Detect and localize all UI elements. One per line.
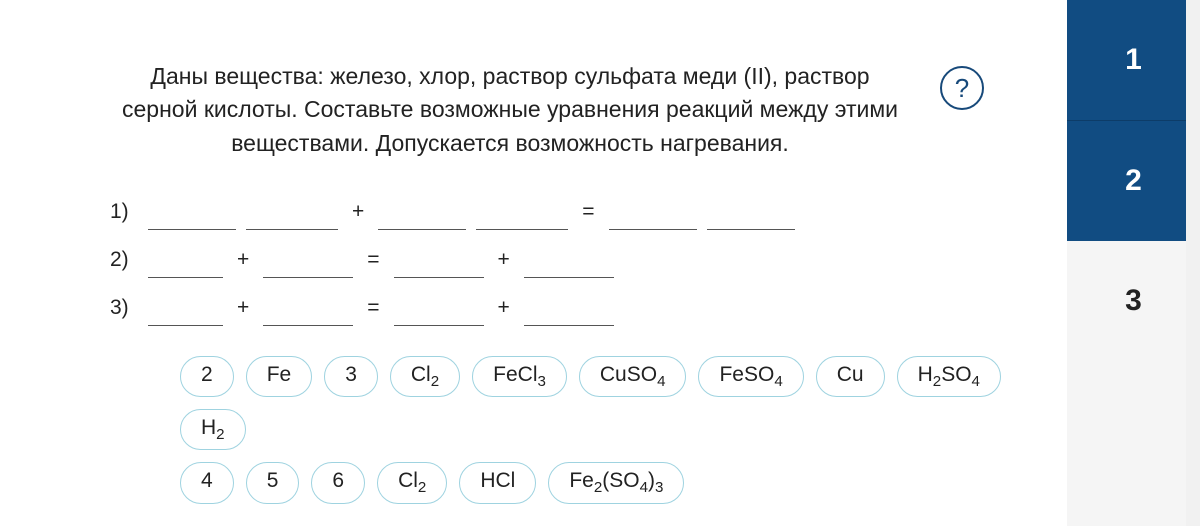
equation-label: 1) bbox=[110, 200, 138, 230]
page-root: Даны вещества: железо, хлор, раствор сул… bbox=[0, 0, 1200, 526]
nav-step-label: 3 bbox=[1125, 284, 1142, 318]
nav-step-label: 2 bbox=[1125, 164, 1142, 198]
token-row: 456 Cl2 HCl Fe2(SO4)3 bbox=[180, 462, 1027, 503]
plus-operator: + bbox=[348, 200, 368, 230]
equation-row: 2) + = + bbox=[110, 248, 1027, 278]
drop-slot[interactable] bbox=[378, 200, 466, 230]
help-button[interactable]: ? bbox=[940, 66, 984, 110]
token-chip[interactable]: FeCl3 bbox=[472, 356, 567, 397]
token-chip[interactable]: FeSO4 bbox=[698, 356, 803, 397]
equation-row: 3) + = + bbox=[110, 296, 1027, 326]
token-chip[interactable]: Cl2 bbox=[390, 356, 460, 397]
drop-slot[interactable] bbox=[524, 296, 614, 326]
plus-operator: + bbox=[494, 248, 514, 278]
equations-area: 1) + = 2) + = +3) + = + bbox=[110, 200, 1027, 326]
token-chip[interactable]: H2 bbox=[180, 409, 246, 450]
equation-label: 2) bbox=[110, 248, 138, 278]
equation-row: 1) + = bbox=[110, 200, 1027, 230]
token-chip[interactable]: 3 bbox=[324, 356, 378, 397]
token-chip[interactable]: Cl2 bbox=[377, 462, 447, 503]
token-chip[interactable]: 4 bbox=[180, 462, 234, 503]
equals-operator: = bbox=[578, 200, 598, 230]
drop-slot[interactable] bbox=[263, 248, 353, 278]
token-chip[interactable]: CuSO4 bbox=[579, 356, 687, 397]
token-chip[interactable]: Fe2(SO4)3 bbox=[548, 462, 684, 503]
drop-slot[interactable] bbox=[707, 200, 795, 230]
token-chip[interactable]: HCl bbox=[459, 462, 536, 503]
nav-step-2[interactable]: 2 bbox=[1067, 121, 1200, 241]
token-chip[interactable]: H2SO4 bbox=[897, 356, 1001, 397]
equation-label: 3) bbox=[110, 296, 138, 326]
drop-slot[interactable] bbox=[148, 200, 236, 230]
token-chip[interactable]: 2 bbox=[180, 356, 234, 397]
token-chip[interactable]: Cu bbox=[816, 356, 885, 397]
token-chip[interactable]: Fe bbox=[246, 356, 313, 397]
drop-slot[interactable] bbox=[394, 248, 484, 278]
plus-operator: + bbox=[233, 296, 253, 326]
nav-step-label: 1 bbox=[1125, 43, 1142, 77]
question-prompt: Даны вещества: железо, хлор, раствор сул… bbox=[110, 60, 910, 160]
token-row: 2 Fe 3 Cl2 FeCl3 CuSO4 FeSO4 Cu H2SO4 H2 bbox=[180, 356, 1027, 450]
drop-slot[interactable] bbox=[394, 296, 484, 326]
question-nav-sidebar: 1 2 3 bbox=[1067, 0, 1200, 526]
drop-slot[interactable] bbox=[476, 200, 568, 230]
prompt-row: Даны вещества: железо, хлор, раствор сул… bbox=[110, 60, 1027, 160]
drop-slot[interactable] bbox=[246, 200, 338, 230]
scrollbar-track[interactable] bbox=[1186, 0, 1200, 526]
token-chip[interactable]: 5 bbox=[246, 462, 300, 503]
plus-operator: + bbox=[233, 248, 253, 278]
equals-operator: = bbox=[363, 296, 383, 326]
drop-slot[interactable] bbox=[524, 248, 614, 278]
drop-slot[interactable] bbox=[263, 296, 353, 326]
nav-step-1[interactable]: 1 bbox=[1067, 0, 1200, 120]
token-bank: 2 Fe 3 Cl2 FeCl3 CuSO4 FeSO4 Cu H2SO4 H2 456 Cl2 HCl… bbox=[110, 356, 1027, 504]
drop-slot[interactable] bbox=[148, 296, 223, 326]
plus-operator: + bbox=[494, 296, 514, 326]
main-panel: Даны вещества: железо, хлор, раствор сул… bbox=[0, 0, 1067, 526]
token-chip[interactable]: 6 bbox=[311, 462, 365, 503]
drop-slot[interactable] bbox=[148, 248, 223, 278]
help-icon: ? bbox=[955, 73, 969, 104]
equals-operator: = bbox=[363, 248, 383, 278]
nav-step-3[interactable]: 3 bbox=[1067, 241, 1200, 361]
drop-slot[interactable] bbox=[609, 200, 697, 230]
